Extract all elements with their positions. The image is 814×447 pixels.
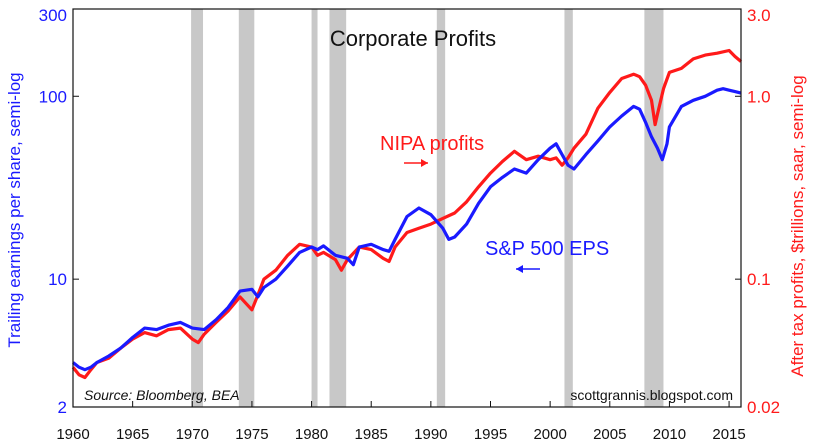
source-note: Source: Bloomberg, BEA xyxy=(84,387,240,403)
left-axis-title: Trailing earnings per share, semi-log xyxy=(5,72,24,347)
right-tick-label-0.1: 0.1 xyxy=(747,270,771,289)
annotation-sp500-eps: S&P 500 EPS xyxy=(485,238,609,260)
x-tick-label-1995: 1995 xyxy=(474,426,507,443)
recession-band-5 xyxy=(564,9,573,407)
x-tick-label-2015: 2015 xyxy=(712,426,745,443)
left-tick-label-10: 10 xyxy=(48,270,67,289)
x-tick-label-1965: 1965 xyxy=(116,426,149,443)
recession-band-4 xyxy=(436,9,446,407)
annotation-nipa-profits: NIPA profits xyxy=(380,133,484,155)
right-tick-label-0.02: 0.02 xyxy=(747,398,780,417)
annotation-nipa-arrow xyxy=(404,159,428,167)
recession-band-1 xyxy=(238,9,255,407)
annotation-sp500-arrow xyxy=(516,265,540,273)
x-tick-label-1975: 1975 xyxy=(235,426,268,443)
x-tick-label-1980: 1980 xyxy=(295,426,328,443)
x-tick-label-2005: 2005 xyxy=(593,426,626,443)
recession-band-3 xyxy=(329,9,347,407)
credit-note: scottgrannis.blogspot.com xyxy=(570,387,733,403)
plot-frame xyxy=(72,8,742,408)
recession-bands xyxy=(191,9,664,407)
series-layer xyxy=(71,48,743,380)
right-tick-label-3.0: 3.0 xyxy=(747,6,771,25)
series-line-nipa-profits xyxy=(71,48,743,380)
x-tick-label-1960: 1960 xyxy=(56,426,89,443)
x-tick-label-1990: 1990 xyxy=(414,426,447,443)
right-axis-title: After tax profits, $trillions, saar, sem… xyxy=(788,75,807,376)
chart-title: Corporate Profits xyxy=(330,26,496,51)
recession-band-2 xyxy=(311,9,318,407)
x-tick-label-2000: 2000 xyxy=(533,426,566,443)
x-tick-label-1985: 1985 xyxy=(355,426,388,443)
right-tick-label-1.0: 1.0 xyxy=(747,87,771,106)
recession-band-6 xyxy=(644,9,664,407)
left-tick-label-2: 2 xyxy=(58,398,67,417)
left-tick-label-100: 100 xyxy=(39,87,67,106)
recession-band-0 xyxy=(191,9,204,407)
x-tick-label-1970: 1970 xyxy=(176,426,209,443)
ticks: 1960 1965 1970 1975 1980 1985 1990 1995 2000 2005… xyxy=(39,6,780,443)
left-tick-label-300: 300 xyxy=(39,6,67,25)
series-line-s-p-500-eps xyxy=(72,87,742,372)
x-tick-label-2010: 2010 xyxy=(653,426,686,443)
